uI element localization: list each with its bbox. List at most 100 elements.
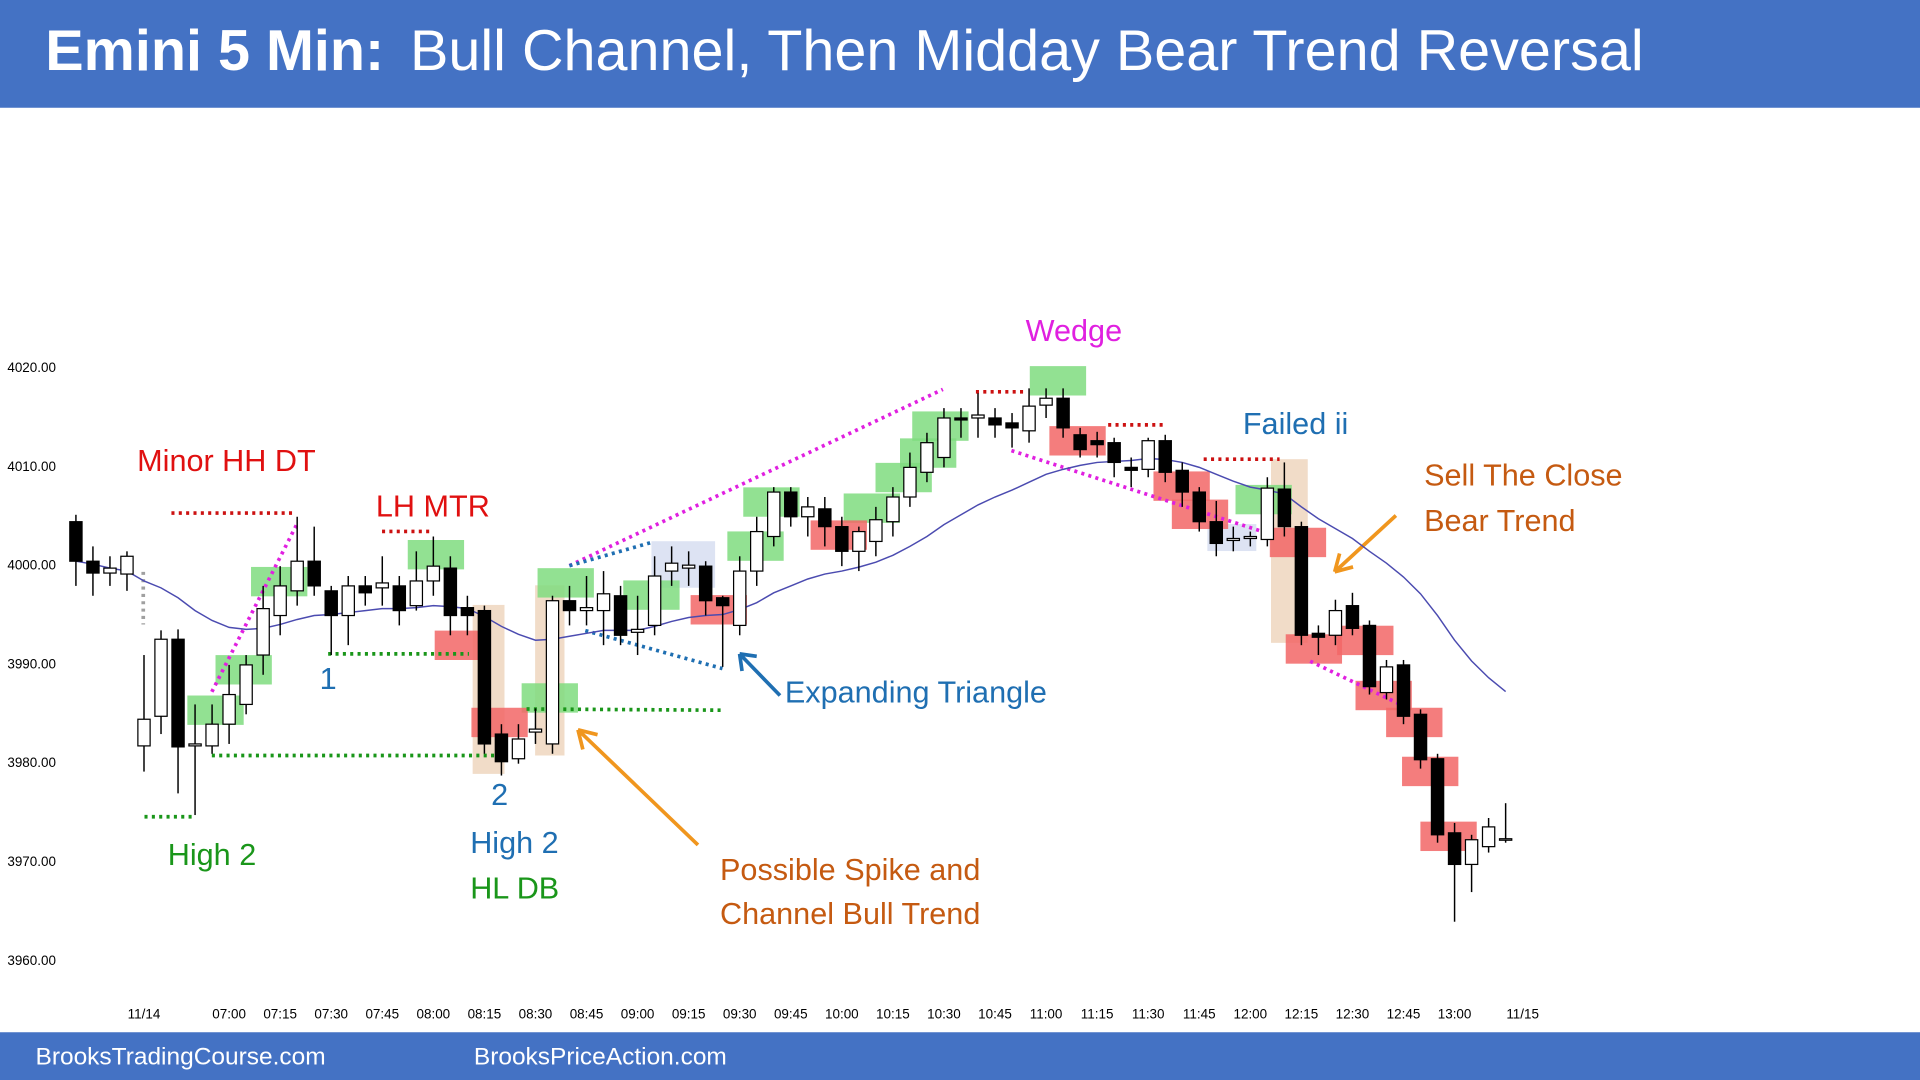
candle-body <box>1430 758 1445 836</box>
y-tick-label: 3960.00 <box>7 953 56 968</box>
x-tick-label: 08:15 <box>468 1007 502 1022</box>
candle-body <box>1294 526 1309 636</box>
chart-title: Emini 5 Min: Bull Channel, Then Midday B… <box>45 19 1643 83</box>
y-tick-label: 4010.00 <box>7 459 56 474</box>
annotation: High 2 <box>168 838 256 872</box>
candle-body <box>1226 537 1241 542</box>
x-tick-label: 12:15 <box>1285 1007 1319 1022</box>
title-text: Bull Channel, Then Midday Bear Trend Rev… <box>410 19 1644 83</box>
annotation: Minor HH DT <box>137 444 316 478</box>
dotted-line <box>1309 659 1401 706</box>
candle-body <box>664 562 679 572</box>
y-tick-label: 3980.00 <box>7 755 56 770</box>
candle-body <box>852 530 866 552</box>
bull-highlight <box>537 568 594 598</box>
candle-body <box>392 585 407 612</box>
x-tick-label: 07:15 <box>263 1007 297 1022</box>
candle-body <box>715 597 730 607</box>
candle-body <box>1311 632 1326 638</box>
candle-body <box>1498 838 1513 841</box>
bear-highlight <box>1402 756 1459 787</box>
candle-body <box>732 570 747 627</box>
candle-body <box>375 582 390 589</box>
candle-body <box>1005 422 1019 429</box>
candle-body <box>494 733 509 763</box>
bull-highlight <box>1029 366 1087 396</box>
candle-body <box>1175 469 1189 493</box>
candle-body <box>630 628 645 633</box>
candle-body <box>1192 491 1207 523</box>
candle-body <box>562 600 577 612</box>
arrow <box>1332 514 1398 574</box>
candle-body <box>1396 664 1411 717</box>
dotted-line <box>1010 448 1275 537</box>
x-tick-label: 10:30 <box>927 1007 961 1022</box>
x-tick-label: 08:45 <box>570 1007 604 1022</box>
arrows <box>576 514 1398 847</box>
candle-body <box>886 496 900 523</box>
candle-body <box>222 693 236 725</box>
x-tick-label: 12:30 <box>1336 1007 1370 1022</box>
title-prefix: Emini 5 Min: <box>45 19 384 83</box>
x-tick-label: 08:30 <box>519 1007 553 1022</box>
candle-body <box>307 560 321 587</box>
candle-body <box>154 638 168 717</box>
x-tick-label: 11/14 <box>128 1007 161 1022</box>
dotted-line <box>210 522 300 693</box>
candle-body <box>801 506 815 518</box>
x-tick-label: 11:45 <box>1183 1007 1216 1022</box>
x-tick-label: 08:00 <box>417 1007 451 1022</box>
candle-body <box>1447 832 1462 866</box>
footer-bar <box>0 1032 1920 1080</box>
candle-body <box>1345 605 1360 629</box>
candle-body <box>1107 442 1121 464</box>
dotted-line <box>584 628 723 671</box>
candle-body <box>1379 666 1394 694</box>
bull-highlight <box>407 540 465 570</box>
candle-body <box>1056 397 1070 429</box>
y-tick-label: 3970.00 <box>7 854 56 869</box>
annotation: Failed ii <box>1243 407 1348 441</box>
x-tick-label: 13:00 <box>1438 1007 1472 1022</box>
candle-body <box>920 442 934 473</box>
candle-body <box>188 743 202 747</box>
candle-body <box>239 664 253 706</box>
candle-body <box>988 417 1002 426</box>
candle-body <box>460 607 475 617</box>
annotation: LH MTR <box>376 489 490 523</box>
candle-body <box>1481 826 1496 848</box>
x-tick-label: 11/15 <box>1506 1007 1539 1022</box>
candle-body <box>477 609 492 745</box>
candle-body <box>273 585 287 617</box>
header-bar <box>0 0 1920 108</box>
candle-body <box>1209 521 1224 545</box>
bear-highlight <box>1285 634 1343 664</box>
candle-body <box>1464 839 1479 866</box>
candle-body <box>784 491 798 518</box>
x-tick-label: 11:30 <box>1132 1007 1165 1022</box>
annotation: HL DB <box>470 871 559 905</box>
candle-body <box>1090 440 1104 446</box>
footer-right: BrooksPriceAction.com <box>474 1043 727 1070</box>
candle-body <box>120 555 134 575</box>
candle-body <box>341 585 355 617</box>
x-tick-label: 07:45 <box>365 1007 399 1022</box>
candle-body <box>205 723 219 747</box>
candle-body <box>971 414 985 419</box>
candle-body <box>579 607 594 612</box>
x-tick-label: 10:15 <box>876 1007 910 1022</box>
candle-body <box>137 718 151 747</box>
arrow <box>737 652 782 697</box>
candle-body <box>750 530 764 572</box>
annotation: Possible Spike and <box>720 853 980 887</box>
dotted-line <box>568 387 944 568</box>
candle-body <box>647 575 662 627</box>
candle-body <box>171 638 185 748</box>
x-tick-label: 12:00 <box>1233 1007 1267 1022</box>
candle-body <box>426 565 441 582</box>
candle-body <box>1328 609 1343 636</box>
x-tick-label: 07:30 <box>314 1007 348 1022</box>
annotation: Expanding Triangle <box>785 675 1047 709</box>
